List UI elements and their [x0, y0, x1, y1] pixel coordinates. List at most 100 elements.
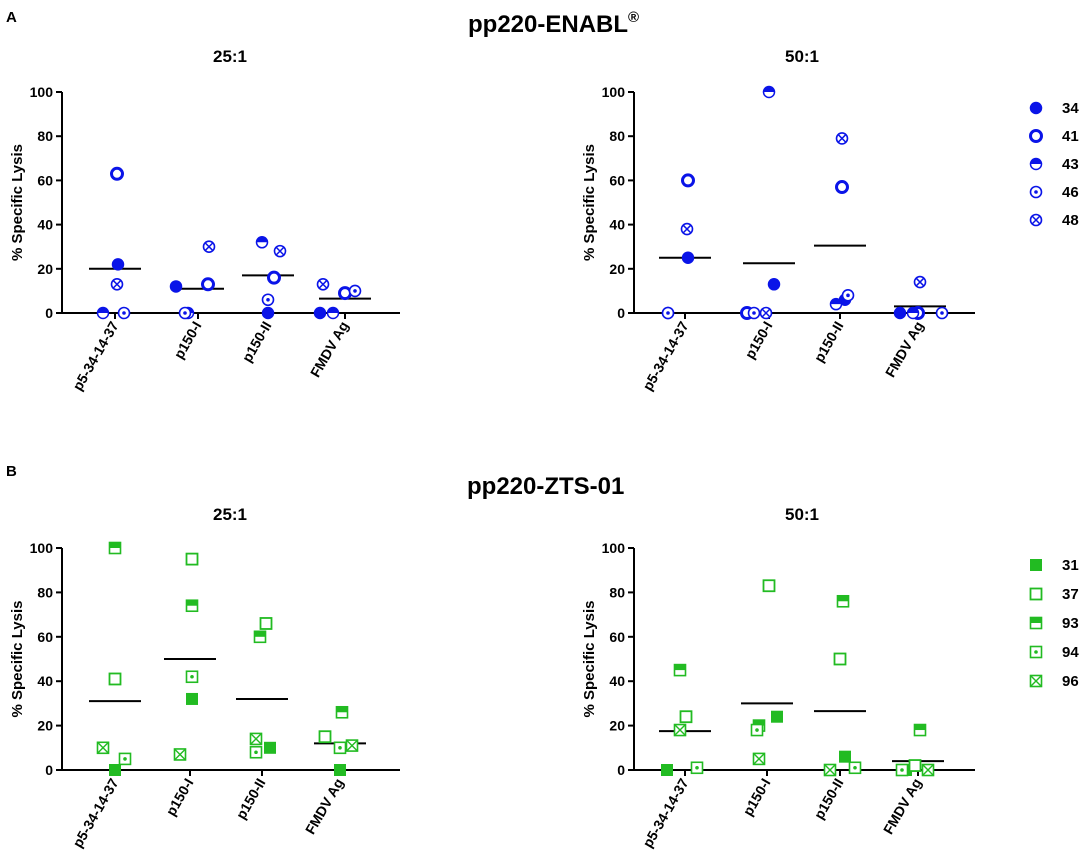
data-point — [108, 672, 122, 686]
marker-cross-b — [174, 748, 186, 761]
x-tick-label: p150-II — [811, 319, 847, 365]
data-point — [110, 166, 124, 181]
data-point — [848, 761, 862, 775]
y-tick-label: 80 — [37, 128, 53, 144]
chart-b-50-1: 50:1 % Specific Lysis 0 20 40 60 80 100 p5-34-14… — [581, 505, 1079, 850]
data-point — [110, 277, 124, 291]
marker-cross-b — [204, 242, 214, 252]
data-point — [96, 306, 110, 320]
y-tick-label: 100 — [602, 540, 626, 556]
data-point — [839, 750, 851, 763]
marker-dot — [122, 311, 126, 315]
chart-title: 25:1 — [213, 47, 247, 66]
y-tick-label: 100 — [30, 540, 54, 556]
data-point — [913, 275, 927, 289]
legend-label: 41 — [1062, 128, 1079, 145]
y-tick-label: 40 — [609, 673, 625, 689]
data-point — [313, 306, 327, 320]
legend-marker — [1030, 559, 1042, 571]
marker-cross-b — [922, 764, 934, 776]
chart-title: 50:1 — [785, 47, 819, 66]
y-axis-label: % Specific Lysis — [9, 601, 26, 718]
data-point — [906, 306, 920, 320]
marker-dot — [846, 293, 850, 298]
data-point — [345, 739, 359, 752]
legend-label: 96 — [1062, 673, 1079, 690]
marker-cross-b — [824, 764, 836, 776]
legend-marker — [1029, 185, 1043, 199]
data-point — [318, 730, 332, 744]
marker-cross-b — [837, 134, 847, 143]
y-tick-label: 40 — [37, 673, 53, 689]
panel-title-a: pp220-ENABL® — [468, 9, 639, 38]
data-point — [823, 763, 837, 777]
legend-label: 94 — [1062, 644, 1079, 661]
data-point — [679, 710, 693, 724]
data-point — [261, 293, 275, 307]
x-tick-label: p150-I — [163, 776, 197, 819]
data-point — [338, 286, 352, 301]
data-point — [202, 240, 216, 253]
marker-fill — [674, 664, 686, 671]
data-point — [681, 251, 695, 264]
marker-fill — [254, 631, 266, 637]
data-point — [261, 306, 275, 320]
marker-fill — [97, 307, 109, 313]
marker-fill — [763, 86, 775, 92]
marker-dot — [190, 674, 194, 679]
legend-marker — [1029, 129, 1043, 143]
chart-a-50-1: 50:1 % Specific Lysis 0 20 40 60 80 100 p5-34-14… — [581, 47, 1079, 393]
data-point — [681, 173, 695, 188]
marker-cross-b — [318, 279, 328, 289]
marker-fill — [837, 595, 849, 602]
y-tick-label: 0 — [45, 305, 53, 321]
data-point — [661, 306, 675, 320]
x-tick-label: FMDV Ag — [880, 776, 925, 837]
legend-label: 46 — [1062, 184, 1079, 201]
x-tick-label: p5-34-14-37 — [69, 775, 121, 850]
marker-fill — [186, 600, 198, 606]
marker-cross-b — [1030, 675, 1042, 687]
data-point — [273, 244, 287, 258]
x-tick-label: p150-II — [239, 319, 275, 365]
data-point — [173, 748, 187, 761]
y-tick-label: 20 — [609, 718, 625, 734]
y-tick-label: 40 — [37, 217, 53, 233]
data-point — [935, 306, 949, 320]
marker-cross-b — [346, 739, 358, 752]
chart-b-25-1: 25:1 % Specific Lysis 0 20 40 60 80 100 p5-34-14… — [9, 505, 400, 850]
y-tick-label: 80 — [609, 584, 625, 600]
data-point — [201, 277, 215, 292]
data-point — [333, 741, 347, 755]
marker-dot — [752, 311, 756, 315]
data-point — [913, 723, 927, 737]
panel-title-b: pp220-ZTS-01 — [467, 473, 624, 500]
chart-title: 25:1 — [213, 505, 247, 524]
marker-cross-b — [682, 224, 692, 234]
panel-label-b: B — [6, 463, 17, 480]
x-tick-label: p5-34-14-37 — [639, 775, 691, 850]
marker-dot — [254, 750, 258, 755]
data-point — [690, 761, 704, 775]
legend-marker — [1029, 101, 1043, 115]
legend-marker — [1029, 587, 1043, 601]
y-tick-label: 0 — [45, 762, 53, 778]
marker-dot — [853, 765, 857, 770]
data-point — [185, 670, 199, 684]
marker-dot — [695, 765, 699, 770]
data-point — [185, 599, 199, 613]
data-point — [829, 297, 843, 311]
x-tick-label: p150-II — [233, 776, 269, 822]
legend-marker — [1029, 616, 1043, 630]
data-point — [835, 180, 849, 195]
y-tick-label: 40 — [609, 217, 625, 233]
data-point — [747, 306, 761, 320]
legend-label: 34 — [1062, 100, 1079, 117]
data-point — [680, 222, 694, 236]
y-tick-label: 20 — [37, 261, 53, 277]
y-tick-label: 0 — [617, 762, 625, 778]
data-point — [255, 236, 269, 249]
legend-label: 37 — [1062, 586, 1079, 603]
data-point — [169, 280, 183, 293]
data-point — [334, 764, 346, 776]
